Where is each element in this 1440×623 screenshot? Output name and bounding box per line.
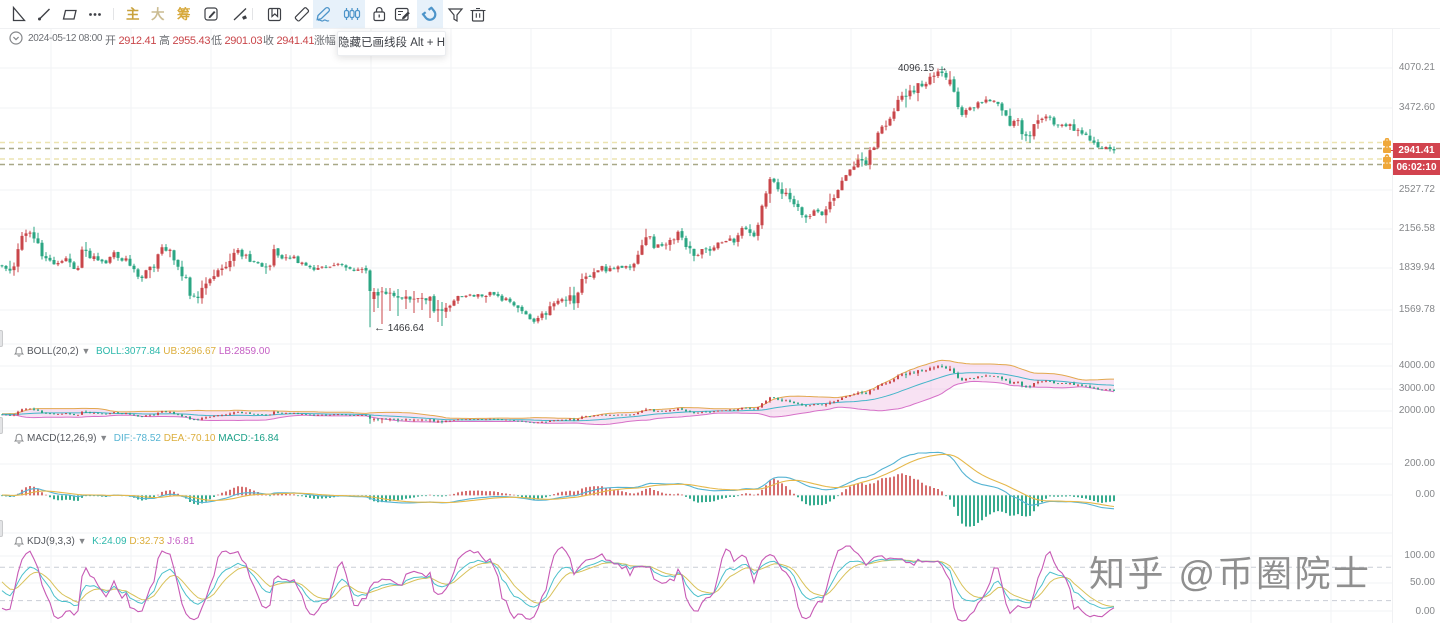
- svg-text:主: 主: [126, 6, 140, 22]
- svg-text:筹: 筹: [177, 6, 191, 22]
- svg-text:大: 大: [151, 6, 165, 22]
